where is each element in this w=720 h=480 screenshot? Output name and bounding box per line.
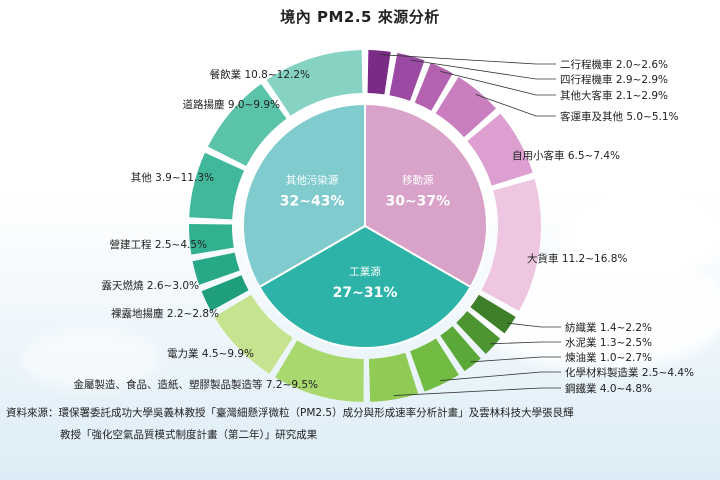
segment-label: 煉油業 1.0~2.7% bbox=[565, 351, 652, 364]
outer-ring bbox=[189, 50, 541, 402]
outer-segment bbox=[275, 340, 364, 402]
outer-segment bbox=[467, 113, 533, 186]
outer-segment bbox=[201, 275, 249, 312]
leader-line bbox=[475, 94, 556, 117]
segment-label: 水泥業 1.3~2.5% bbox=[565, 336, 652, 349]
outer-segment bbox=[367, 50, 391, 95]
segment-label: 露天燃燒 2.6~3.0% bbox=[101, 279, 199, 292]
segment-label: 客運車及其他 5.0~5.1% bbox=[560, 110, 679, 123]
outer-segment bbox=[440, 326, 481, 372]
outer-segment bbox=[389, 52, 425, 101]
outer-segment bbox=[189, 152, 245, 220]
inner-sector bbox=[242, 102, 366, 289]
outer-segment bbox=[189, 223, 234, 255]
inner-pie: 移動源 30~37% 工業源 27~31% 其他污染源 32~43% bbox=[242, 102, 488, 349]
source-line-1: 資料來源：環保署委託成功大學吳義林教授「臺灣細懸浮微粒（PM2.5）成分與形成速… bbox=[6, 407, 574, 419]
source-line-2: 教授「強化空氣品質模式制度計畫（第二年）」研究成果 bbox=[60, 429, 318, 441]
leader-line bbox=[440, 371, 561, 381]
leader-line bbox=[440, 70, 556, 96]
leader-line bbox=[470, 356, 561, 363]
segment-label: 鋼鐵業 4.0~4.8% bbox=[565, 382, 652, 395]
inner-sector bbox=[257, 224, 473, 349]
outer-segment bbox=[410, 338, 459, 392]
inner-sector bbox=[364, 102, 488, 289]
inner-sector-label: 移動源 bbox=[402, 174, 434, 187]
cloud-decoration bbox=[560, 190, 720, 280]
segment-label: 化學材料製造業 2.5~4.4% bbox=[565, 366, 694, 379]
outer-segment bbox=[368, 352, 419, 402]
cloud-decoration bbox=[20, 330, 160, 390]
source-note: 資料來源：環保署委託成功大學吳義林教授「臺灣細懸浮微粒（PM2.5）成分與形成速… bbox=[6, 402, 718, 446]
inner-sector-range: 32~43% bbox=[280, 194, 345, 210]
segment-label: 紡織業 1.4~2.2% bbox=[565, 321, 652, 334]
inner-sector-range: 30~37% bbox=[385, 194, 450, 210]
outer-segment bbox=[470, 294, 516, 334]
inner-sector-label: 工業源 bbox=[349, 265, 381, 278]
segment-label: 金屬製造、食品、造紙、塑膠製品製造等 7.2~9.5% bbox=[73, 378, 318, 391]
leader-line bbox=[393, 387, 561, 396]
outer-segment bbox=[266, 50, 363, 116]
outer-segment bbox=[481, 179, 541, 312]
segment-label: 大貨車 11.2~16.8% bbox=[527, 252, 627, 265]
outer-segment bbox=[214, 294, 293, 374]
chart-title: 境內 PM2.5 來源分析 bbox=[280, 8, 440, 26]
outer-segment bbox=[207, 83, 287, 167]
inner-sector-label: 其他污染源 bbox=[286, 174, 339, 187]
segment-label: 二行程機車 2.0~2.6% bbox=[560, 58, 668, 71]
segment-label: 其他大客車 2.1~2.9% bbox=[560, 89, 668, 102]
segment-label: 自用小客車 6.5~7.4% bbox=[512, 149, 620, 162]
leader-line bbox=[409, 59, 556, 80]
segment-label: 四行程機車 2.9~2.9% bbox=[560, 73, 668, 86]
segment-label: 裸露地揚塵 2.2~2.8% bbox=[111, 307, 219, 320]
segment-label: 其他 3.9~11.3% bbox=[131, 171, 214, 184]
segment-labels: 二行程機車 2.0~2.6% 四行程機車 2.9~2.9% 其他大客車 2.1~2.… bbox=[73, 54, 694, 396]
outer-segment bbox=[192, 252, 240, 285]
segment-label: 營建工程 2.5~4.5% bbox=[109, 238, 207, 251]
leader-line bbox=[490, 341, 561, 345]
leader-line bbox=[506, 322, 561, 328]
leader-line bbox=[379, 54, 556, 65]
inner-sector-range: 27~31% bbox=[333, 285, 398, 301]
segment-label: 餐飲業 10.8~12.2% bbox=[210, 68, 310, 81]
segment-label: 電力業 4.5~9.9% bbox=[167, 347, 254, 360]
outer-segment bbox=[456, 311, 501, 355]
segment-label: 道路揚塵 9.0~9.9% bbox=[182, 98, 280, 111]
outer-segment bbox=[435, 76, 497, 138]
outer-segment bbox=[414, 62, 453, 111]
